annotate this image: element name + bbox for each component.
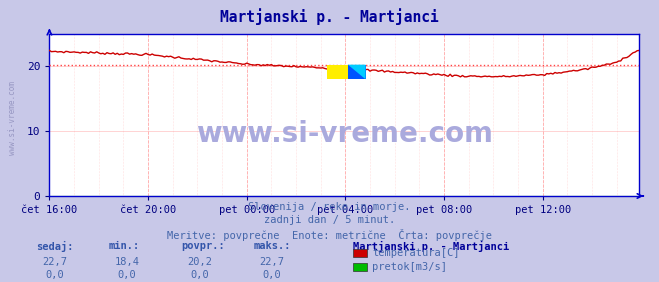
Text: Martjanski p. - Martjanci: Martjanski p. - Martjanci bbox=[220, 8, 439, 25]
Text: Meritve: povprečne  Enote: metrične  Črta: povprečje: Meritve: povprečne Enote: metrične Črta:… bbox=[167, 229, 492, 241]
Text: 0,0: 0,0 bbox=[190, 270, 209, 280]
Text: www.si-vreme.com: www.si-vreme.com bbox=[8, 81, 17, 155]
Text: 20,2: 20,2 bbox=[187, 257, 212, 266]
Text: 0,0: 0,0 bbox=[45, 270, 64, 280]
Text: 18,4: 18,4 bbox=[115, 257, 140, 266]
Text: www.si-vreme.com: www.si-vreme.com bbox=[196, 120, 493, 148]
Text: temperatura[C]: temperatura[C] bbox=[372, 248, 460, 258]
Text: 22,7: 22,7 bbox=[42, 257, 67, 266]
Text: povpr.:: povpr.: bbox=[181, 241, 225, 251]
Text: 22,7: 22,7 bbox=[260, 257, 285, 266]
Text: 0,0: 0,0 bbox=[263, 270, 281, 280]
Text: Martjanski p. - Martjanci: Martjanski p. - Martjanci bbox=[353, 241, 509, 252]
Text: pretok[m3/s]: pretok[m3/s] bbox=[372, 262, 447, 272]
Polygon shape bbox=[348, 65, 366, 79]
Text: min.:: min.: bbox=[109, 241, 140, 251]
Polygon shape bbox=[327, 65, 348, 79]
Text: 0,0: 0,0 bbox=[118, 270, 136, 280]
Text: maks.:: maks.: bbox=[254, 241, 291, 251]
Text: Slovenija / reke in morje.: Slovenija / reke in morje. bbox=[248, 202, 411, 212]
Polygon shape bbox=[348, 65, 366, 79]
Text: sedaj:: sedaj: bbox=[36, 241, 74, 252]
Text: zadnji dan / 5 minut.: zadnji dan / 5 minut. bbox=[264, 215, 395, 225]
